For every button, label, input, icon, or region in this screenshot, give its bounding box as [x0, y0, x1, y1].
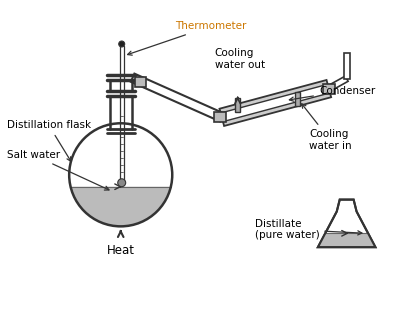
Text: Cooling
water out: Cooling water out [215, 48, 265, 69]
Text: Heat: Heat [107, 244, 135, 257]
Polygon shape [318, 200, 376, 247]
Text: Cooling
water in: Cooling water in [302, 104, 352, 151]
Circle shape [118, 179, 126, 187]
Text: Salt water: Salt water [7, 150, 109, 190]
Polygon shape [344, 53, 350, 79]
Polygon shape [319, 233, 374, 246]
Polygon shape [131, 73, 224, 122]
Polygon shape [327, 76, 348, 91]
Polygon shape [221, 84, 330, 122]
Circle shape [119, 41, 125, 47]
Bar [323, 84, 335, 94]
Polygon shape [220, 80, 331, 126]
Polygon shape [70, 187, 171, 226]
Text: Distillation flask: Distillation flask [7, 120, 91, 161]
Bar [214, 113, 226, 122]
Text: Condenser: Condenser [289, 86, 375, 101]
Bar [134, 77, 146, 86]
Polygon shape [295, 91, 300, 106]
Text: Distillate
(pure water): Distillate (pure water) [254, 219, 362, 240]
Polygon shape [235, 98, 240, 113]
Text: Thermometer: Thermometer [128, 21, 246, 55]
